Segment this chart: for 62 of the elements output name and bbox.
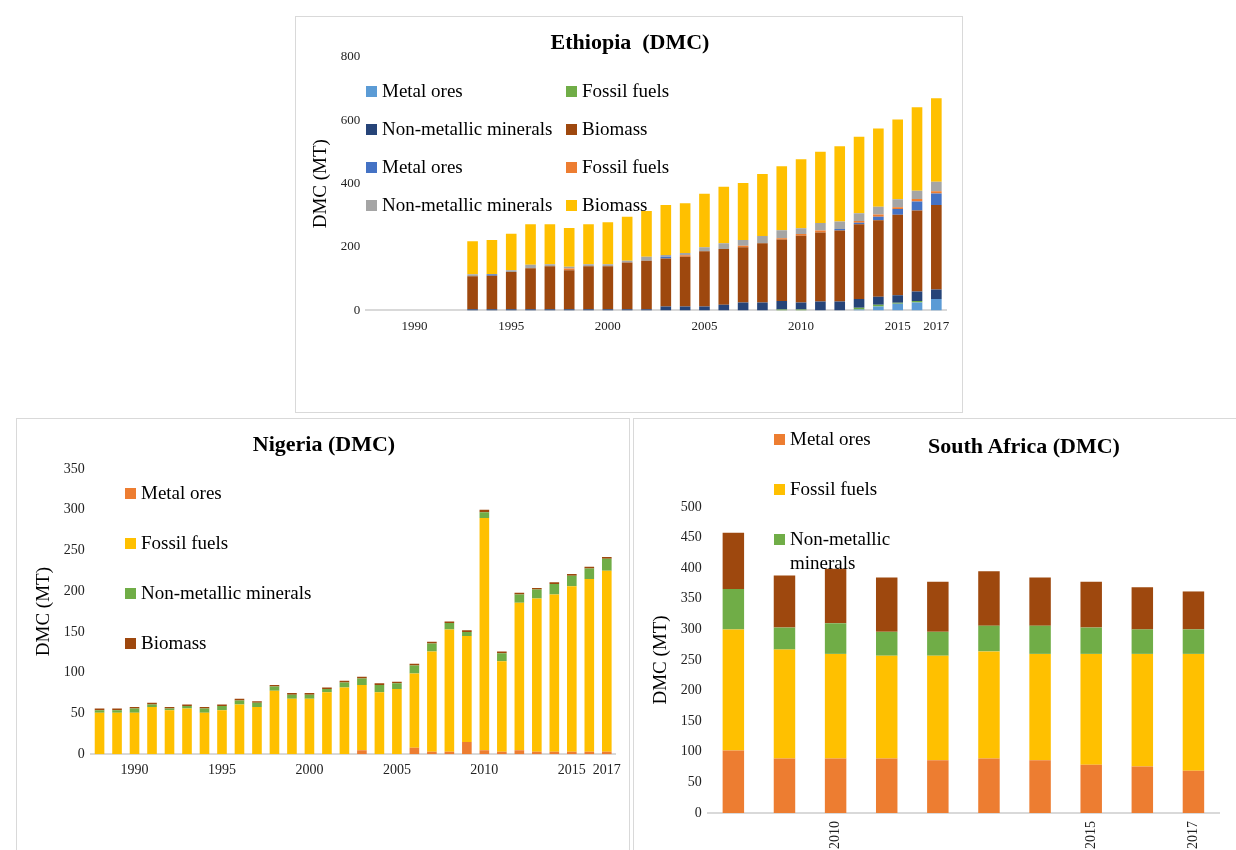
x-tick-label: 1995	[498, 317, 525, 333]
legend-label: Non-metallic minerals	[790, 527, 892, 575]
legend-label: Non-metallic minerals	[141, 581, 313, 605]
y-tick-label: 350	[63, 460, 85, 476]
x-tick-label: 2010	[470, 762, 499, 778]
y-tick-label: 150	[63, 623, 85, 639]
y-tick-label: 800	[340, 48, 361, 64]
y-tick-label: 500	[680, 498, 702, 514]
x-tick-label: 2017	[1185, 821, 1201, 849]
legend-label: Biomass	[141, 631, 208, 655]
y-tick-label: 100	[680, 743, 702, 759]
legend-label: Fossil fuels	[790, 477, 879, 501]
y-axis-title: DMC (MT)	[309, 139, 332, 229]
y-tick-label: 250	[63, 542, 85, 558]
chart-title: Ethiopia (DMC)	[550, 29, 710, 54]
x-tick-label: 2010	[788, 317, 815, 333]
legend-label: Fossil fuels	[141, 531, 230, 555]
y-tick-label: 250	[680, 651, 702, 667]
legend-label: Fossil fuels	[582, 79, 671, 103]
x-tick-label: 2005	[382, 762, 411, 778]
x-tick-label: 2000	[295, 762, 324, 778]
legend-label: Non-metallic minerals	[382, 193, 554, 217]
y-tick-label: 200	[680, 682, 702, 698]
y-tick-label: 400	[680, 559, 702, 575]
y-tick-label: 150	[680, 712, 702, 728]
y-tick-label: 50	[70, 705, 85, 721]
x-tick-label: 1990	[120, 762, 149, 778]
y-tick-label: 200	[340, 238, 361, 254]
x-tick-label: 2017	[592, 762, 621, 778]
y-tick-label: 450	[680, 529, 702, 545]
x-tick-label: 2000	[594, 317, 621, 333]
legend-label: Non-metallic minerals	[382, 117, 554, 141]
chart-title: Nigeria (DMC)	[251, 431, 397, 457]
y-tick-label: 600	[340, 111, 361, 127]
y-tick-label: 100	[63, 664, 85, 680]
legend-label: Metal ores	[790, 427, 872, 451]
legend-label: Metal ores	[382, 79, 464, 103]
y-tick-label: 0	[694, 804, 702, 820]
chart-title: South Africa (DMC)	[927, 433, 1121, 459]
y-tick-label: 300	[680, 621, 702, 637]
x-tick-label: 1990	[401, 317, 428, 333]
legend-label: Fossil fuels	[582, 155, 671, 179]
y-tick-label: 50	[687, 774, 702, 790]
y-tick-label: 400	[340, 175, 361, 191]
y-tick-label: 350	[680, 590, 702, 606]
legend-label: Biomass	[582, 117, 649, 141]
y-tick-label: 0	[77, 745, 85, 761]
x-tick-label: 2017	[923, 317, 950, 333]
x-tick-label: 1995	[207, 762, 236, 778]
y-tick-label: 200	[63, 582, 85, 598]
x-tick-label: 2015	[884, 317, 911, 333]
legend-label: Metal ores	[382, 155, 464, 179]
y-tick-label: 0	[353, 301, 361, 317]
legend-label: Metal ores	[141, 481, 223, 505]
y-axis-title: DMC (MT)	[32, 567, 55, 657]
x-tick-label: 2015	[557, 762, 586, 778]
y-axis-title: DMC (MT)	[649, 615, 672, 705]
x-tick-label: 2010	[827, 821, 843, 849]
legend-label: Biomass	[582, 193, 649, 217]
x-tick-label: 2015	[1082, 821, 1098, 849]
y-tick-label: 300	[63, 501, 85, 517]
x-tick-label: 2005	[691, 317, 718, 333]
